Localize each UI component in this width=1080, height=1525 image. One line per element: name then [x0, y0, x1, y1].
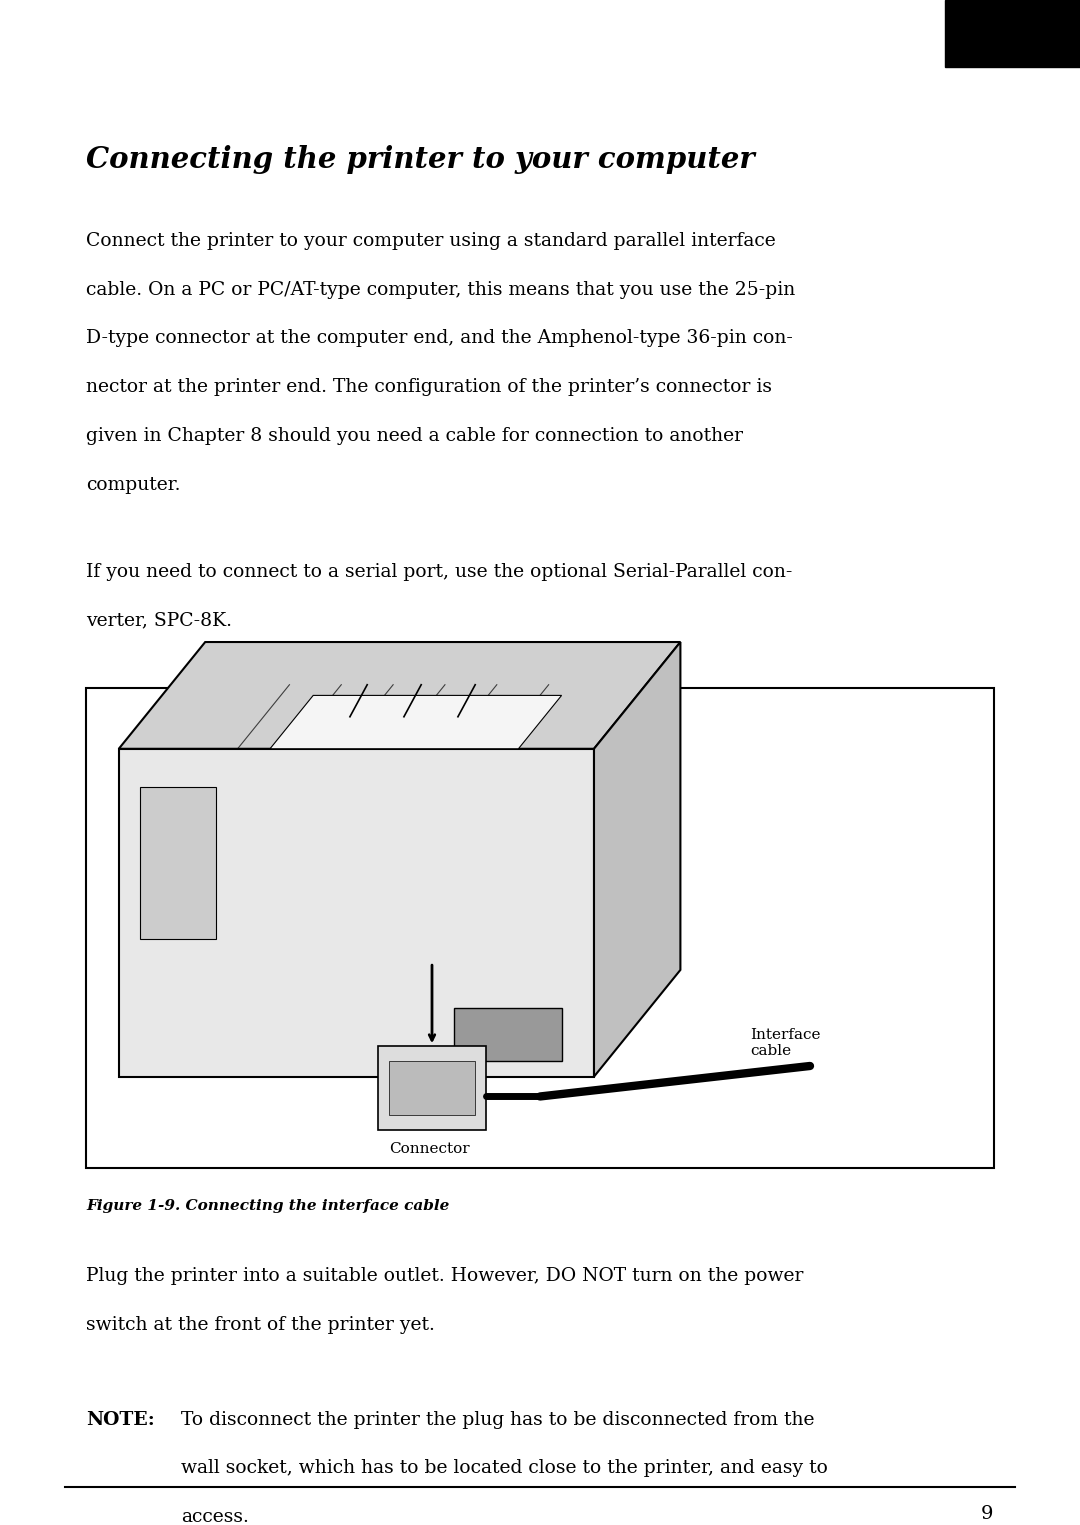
Text: nector at the printer end. The configuration of the printer’s connector is: nector at the printer end. The configura… [86, 378, 772, 396]
Polygon shape [270, 695, 562, 749]
Text: access.: access. [181, 1508, 249, 1525]
Text: To disconnect the printer the plug has to be disconnected from the: To disconnect the printer the plug has t… [181, 1411, 815, 1429]
Text: given in Chapter 8 should you need a cable for connection to another: given in Chapter 8 should you need a cab… [86, 427, 743, 445]
Text: verter, SPC-8K.: verter, SPC-8K. [86, 612, 232, 630]
Text: Connect the printer to your computer using a standard parallel interface: Connect the printer to your computer usi… [86, 232, 777, 250]
Polygon shape [594, 642, 680, 1077]
Text: D-type connector at the computer end, and the Amphenol-type 36-pin con-: D-type connector at the computer end, an… [86, 329, 794, 348]
FancyBboxPatch shape [945, 0, 1080, 67]
FancyBboxPatch shape [378, 1046, 486, 1130]
Polygon shape [119, 642, 680, 749]
Text: cable. On a PC or PC/AT-type computer, this means that you use the 25-pin: cable. On a PC or PC/AT-type computer, t… [86, 281, 796, 299]
FancyBboxPatch shape [454, 1008, 562, 1061]
Polygon shape [119, 749, 594, 1077]
Text: Figure 1-9. Connecting the interface cable: Figure 1-9. Connecting the interface cab… [86, 1199, 449, 1212]
FancyBboxPatch shape [140, 787, 216, 939]
Text: Connector: Connector [389, 1142, 470, 1156]
FancyBboxPatch shape [86, 688, 994, 1168]
Text: computer.: computer. [86, 476, 181, 494]
Text: wall socket, which has to be located close to the printer, and easy to: wall socket, which has to be located clo… [181, 1459, 828, 1478]
Text: 9: 9 [981, 1505, 994, 1523]
Text: switch at the front of the printer yet.: switch at the front of the printer yet. [86, 1316, 435, 1334]
Text: Plug the printer into a suitable outlet. However, DO NOT turn on the power: Plug the printer into a suitable outlet.… [86, 1267, 804, 1286]
Text: If you need to connect to a serial port, use the optional Serial-Parallel con-: If you need to connect to a serial port,… [86, 563, 793, 581]
Text: Connecting the printer to your computer: Connecting the printer to your computer [86, 145, 755, 174]
FancyBboxPatch shape [389, 1061, 475, 1115]
Text: Interface
cable: Interface cable [751, 1028, 821, 1058]
Text: NOTE:: NOTE: [86, 1411, 156, 1429]
